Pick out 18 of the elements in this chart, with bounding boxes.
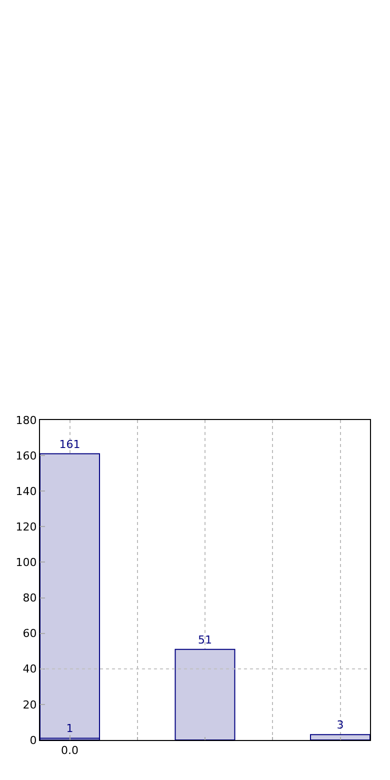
y-tick-label: 40: [22, 662, 37, 676]
bar: [174, 648, 236, 740]
y-tick-label: 60: [22, 627, 37, 640]
data-label: 51: [198, 633, 212, 646]
y-tick-label: 160: [16, 449, 37, 462]
data-label: 161: [59, 438, 80, 451]
bar: [40, 453, 100, 740]
y-tick-label: 80: [22, 592, 37, 605]
y-tick-label: 180: [16, 414, 37, 427]
y-tick-label: 120: [16, 520, 37, 534]
bar: [310, 734, 370, 740]
y-tick-label: 20: [22, 698, 37, 712]
data-label: 1: [66, 722, 74, 736]
y-tick-label: 100: [16, 556, 37, 570]
x-tick-label: 0.0: [61, 744, 78, 758]
y-tick-label: 140: [16, 484, 37, 498]
y-tick-label: 0: [30, 734, 37, 747]
data-label: 3: [336, 718, 344, 732]
